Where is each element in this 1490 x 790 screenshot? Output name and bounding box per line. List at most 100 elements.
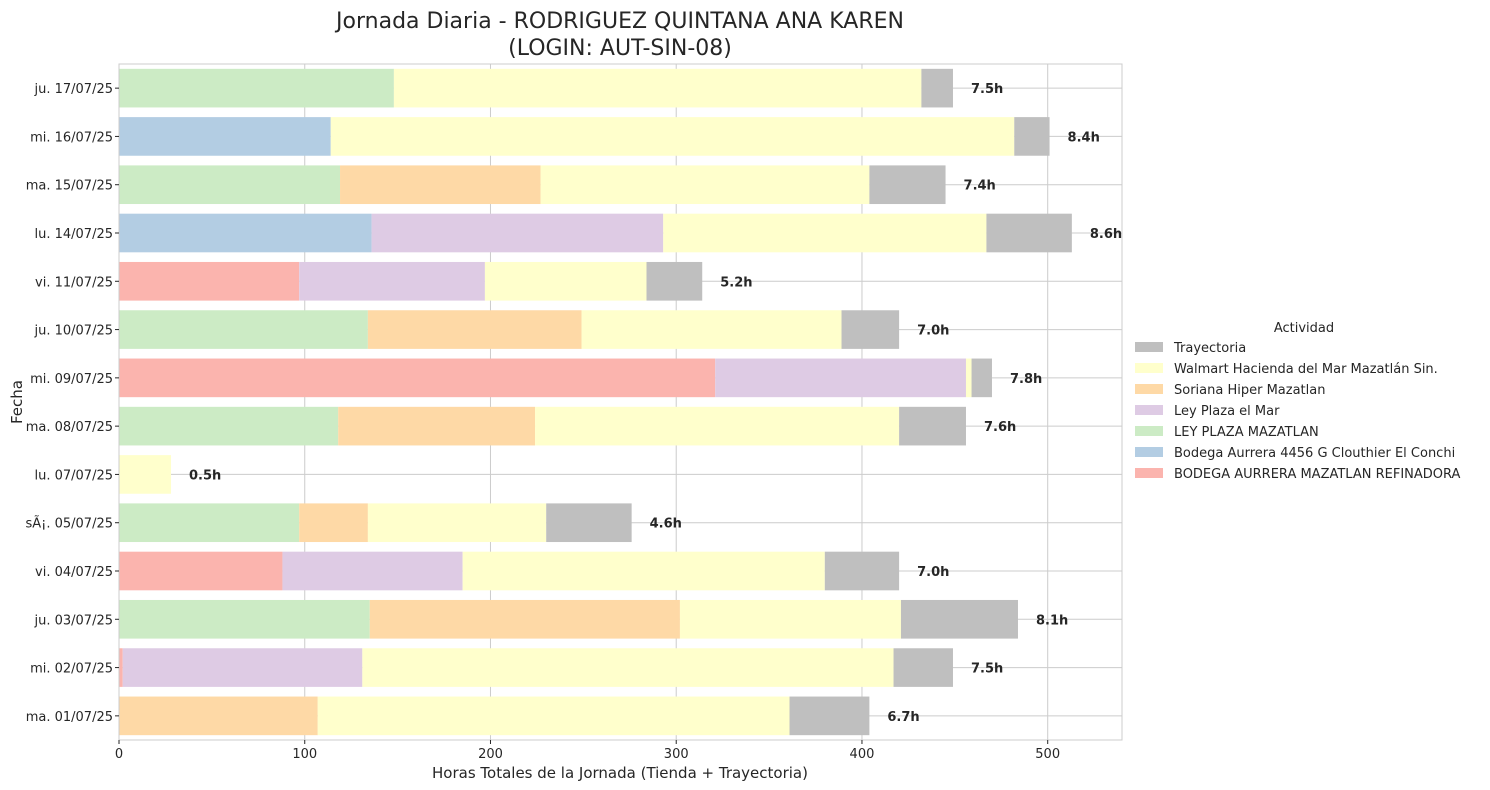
- bar-segment: [893, 648, 953, 687]
- total-label: 7.5h: [971, 662, 1003, 677]
- bar-segment: [122, 648, 363, 687]
- bar-segment: [362, 648, 894, 687]
- bar-segment: [369, 599, 680, 639]
- bar-segment: [535, 406, 900, 446]
- x-tick-label: 200: [478, 747, 503, 762]
- total-label: 7.4h: [964, 179, 996, 194]
- y-tick-label: vi. 11/07/25: [35, 275, 113, 290]
- bar-segment: [715, 358, 966, 398]
- bar-segment: [119, 68, 394, 108]
- bar-segment: [119, 213, 372, 253]
- bar-segment: [899, 406, 966, 446]
- bar-segment: [824, 551, 900, 591]
- legend-entry: Ley Plaza el Mar: [1174, 404, 1280, 419]
- total-label: 7.0h: [917, 565, 949, 580]
- y-tick-label: ju. 10/07/25: [33, 324, 113, 339]
- bars: [119, 68, 1072, 736]
- total-label: 7.8h: [1010, 372, 1042, 387]
- total-labels: 6.7h 7.5h 8.1h 7.0h 4.6h 0.5h 7.6h 7.8h 7.0h 5.2h…: [189, 82, 1122, 725]
- x-tick-label: 0: [115, 747, 123, 762]
- x-axis-label: Horas Totales de la Jornada (Tienda + Tr…: [432, 764, 808, 782]
- y-tick-label: ma. 08/07/25: [26, 420, 113, 435]
- y-tick-label: mi. 09/07/25: [30, 372, 113, 387]
- bar-segment: [338, 406, 536, 446]
- total-label: 7.5h: [971, 82, 1003, 97]
- total-label: 6.7h: [887, 710, 919, 725]
- total-label: 7.0h: [917, 324, 949, 339]
- bar-segment: [484, 261, 647, 301]
- bar-segment: [393, 68, 922, 108]
- bar-segment: [646, 261, 703, 301]
- bar-segment: [119, 455, 172, 494]
- y-tick-label: mi. 02/07/25: [30, 662, 113, 677]
- bar-segment: [965, 358, 972, 398]
- bar-segment: [119, 165, 341, 205]
- bar-segment: [546, 503, 632, 543]
- bar-segment: [119, 261, 300, 301]
- bar-segment: [119, 310, 368, 349]
- total-label: 5.2h: [720, 275, 752, 290]
- y-tick-label: ma. 15/07/25: [26, 179, 113, 194]
- bar-segment: [367, 310, 582, 349]
- total-label: 4.6h: [650, 517, 682, 532]
- bar-segment: [462, 551, 825, 591]
- bar-segment: [367, 503, 547, 543]
- legend-swatch: [1135, 426, 1163, 436]
- bar-segment: [119, 503, 300, 543]
- bar-segment: [663, 213, 987, 253]
- bar-segment: [1014, 117, 1050, 156]
- total-label: 0.5h: [189, 468, 221, 483]
- y-tick-label: ma. 01/07/25: [26, 710, 113, 725]
- bar-segment: [282, 551, 463, 591]
- y-tick-label: mi. 16/07/25: [30, 130, 113, 145]
- legend-swatch: [1135, 384, 1163, 394]
- bar-segment: [971, 358, 992, 398]
- legend-entry: LEY PLAZA MAZATLAN: [1174, 425, 1319, 440]
- legend-entry: Bodega Aurrera 4456 G Clouthier El Conch…: [1174, 446, 1455, 461]
- chart-title: Jornada Diaria - RODRIGUEZ QUINTANA ANA …: [334, 9, 904, 34]
- bar-segment: [679, 599, 901, 639]
- total-label: 8.6h: [1090, 227, 1122, 242]
- x-tick-label: 100: [292, 747, 317, 762]
- y-tick-label: lu. 14/07/25: [34, 227, 113, 242]
- bar-segment: [119, 599, 370, 639]
- bar-segment: [299, 261, 485, 301]
- bar-segment: [869, 165, 946, 205]
- total-label: 8.1h: [1036, 613, 1068, 628]
- bar-segment: [330, 117, 1015, 156]
- bar-segment: [299, 503, 368, 543]
- x-tick-label: 300: [664, 747, 689, 762]
- bar-segment: [119, 358, 716, 398]
- bar-segment: [841, 310, 900, 349]
- legend-entry: Trayectoria: [1173, 341, 1246, 356]
- bar-segment: [581, 310, 842, 349]
- total-label: 8.4h: [1068, 130, 1100, 145]
- bar-segment: [789, 696, 870, 736]
- bar-segment: [986, 213, 1072, 253]
- total-label: 7.6h: [984, 420, 1016, 435]
- y-tick-labels: ma. 01/07/25 mi. 02/07/25 ju. 03/07/25 vi. …: [25, 82, 119, 725]
- legend: Actividad Trayectoria Walmart Hacienda de…: [1135, 321, 1461, 482]
- legend-swatch: [1135, 363, 1163, 373]
- y-tick-label: sÃ¡. 05/07/25: [25, 516, 113, 532]
- y-axis-label: Fecha: [8, 380, 26, 424]
- plot-frame: [118, 63, 1123, 741]
- x-tick-label: 500: [1035, 747, 1060, 762]
- y-tick-label: vi. 04/07/25: [35, 565, 113, 580]
- x-tick-labels: 0 100 200 300 400 500: [115, 740, 1060, 762]
- bar-segment: [371, 213, 664, 253]
- x-tick-label: 400: [850, 747, 875, 762]
- y-tick-label: lu. 07/07/25: [34, 468, 113, 483]
- bar-segment: [540, 165, 870, 205]
- bar-segment: [340, 165, 541, 205]
- bar-segment: [119, 648, 123, 687]
- legend-entry: Soriana Hiper Mazatlan: [1174, 383, 1325, 398]
- bar-segment: [119, 117, 331, 156]
- legend-entry: BODEGA AURRERA MAZATLAN REFINADORA: [1174, 467, 1461, 482]
- bar-segment: [317, 696, 790, 736]
- bar-segment: [119, 406, 339, 446]
- y-tick-label: ju. 17/07/25: [33, 82, 113, 97]
- legend-swatch: [1135, 342, 1163, 352]
- bar-segment: [119, 696, 318, 736]
